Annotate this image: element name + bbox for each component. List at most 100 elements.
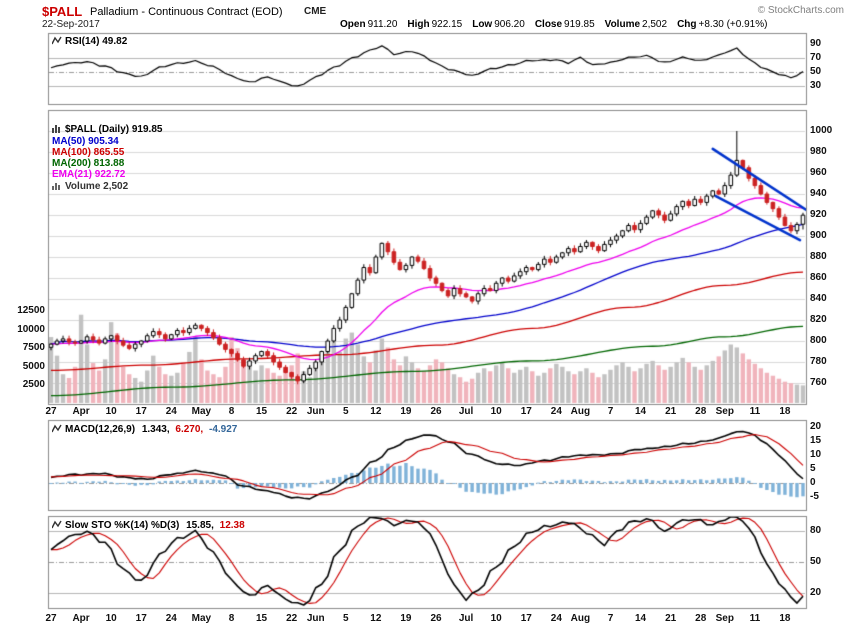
price-axis-label: 900 [810,230,827,241]
price-axis-label: 760 [810,377,827,388]
x-axis-label: 8 [228,613,235,624]
x-axis-label: Aug [570,613,591,624]
price-axis-label: 860 [810,272,827,283]
rsi-axis-label: 30 [810,80,822,91]
volume-axis-label: 7500 [22,342,45,354]
x-axis-label: Jul [458,613,474,624]
macd-axis-label: 20 [810,421,822,432]
x-axis-label: 5 [343,613,349,624]
legend-ma100: MA(100) 865.55 [52,147,125,158]
x-axis-label: Jul [458,406,474,417]
sto-value-d: 12.38 [219,520,245,531]
x-axis-label: 18 [779,406,791,417]
x-axis-label: 12 [370,613,382,624]
quote-low: Low 906.20 [472,19,525,30]
symbol: $PALL [42,4,83,19]
x-axis-label: 12 [370,406,382,417]
x-axis-label: Aug [570,406,591,417]
sto-axis-label: 20 [810,587,822,598]
volume-axis-label: 5000 [22,360,45,372]
x-axis-label: 24 [550,406,562,417]
price-axis-label: 820 [810,314,827,325]
x-axis-label: Jun [306,613,325,624]
rsi-axis-label: 50 [810,66,822,77]
quote-change: Chg +8.30 (+0.91%) [677,19,768,30]
x-axis-label: 5 [343,406,349,417]
price-axis-label: 920 [810,209,827,220]
macd-value-line: 1.343, [141,424,170,435]
x-axis-label: May [191,613,212,624]
exchange: CME [304,6,327,17]
x-axis-label: 22 [286,613,298,624]
macd-value-hist: -4.927 [209,424,238,435]
x-axis-label: 11 [749,406,761,417]
x-axis-label: 18 [779,613,791,624]
x-axis-label: 21 [665,613,677,624]
indicator-icon [51,424,62,436]
x-axis-label: 7 [607,613,614,624]
macd-axis-label: 0 [810,477,816,488]
x-axis-label: 19 [400,613,412,624]
x-axis-label: 17 [520,406,532,417]
macd-label: MACD(12,26,9) 1.343, 6.270, -4.927 [51,424,238,436]
rsi-label: RSI(14) 49.82 [51,36,127,48]
x-axis-label: Apr [72,613,90,624]
x-axis-label: Apr [72,406,90,417]
x-axis-label: 10 [105,613,117,624]
x-axis-label: 24 [165,406,177,417]
macd-axis-label: 5 [810,463,816,474]
price-axis-label: 980 [810,146,827,157]
legend-ma50: MA(50) 905.34 [52,136,119,147]
x-axis-label: May [191,406,212,417]
x-axis-label: 22 [286,406,298,417]
x-axis-label: 21 [665,406,677,417]
quote-open: Open 911.20 [340,19,398,30]
x-axis-label: 19 [400,406,412,417]
macd-axis-label: 15 [810,435,822,446]
histogram-icon [52,181,62,193]
quote-close: Close 919.85 [534,19,595,30]
quote-high: High 922.15 [407,19,463,30]
x-axis-label: 14 [635,406,647,417]
x-axis-label: 24 [550,613,562,624]
x-axis-label: 26 [430,613,442,624]
rsi-axis-label: 90 [810,38,822,49]
quote-date: 22-Sep-2017 [42,19,100,30]
legend-volume: Volume 2,502 [52,181,128,193]
x-axis-label: Sep [715,613,734,624]
x-axis-label: 15 [256,406,268,417]
volume-axis-label: 2500 [22,379,45,391]
sto-axis-label: 80 [810,525,822,536]
volume-axis-label: 10000 [17,323,45,335]
x-axis-label: 17 [520,613,532,624]
price-axis-label: 1000 [810,125,833,136]
x-axis-label: 28 [695,406,707,417]
legend-ma200: MA(200) 813.88 [52,158,125,169]
rsi-axis-label: 70 [810,52,822,63]
indicator-icon [51,36,62,48]
x-axis-label: 10 [490,613,502,624]
price-axis-label: 880 [810,251,827,262]
legend-main: $PALL (Daily) 919.85 [52,124,162,136]
price-axis-label: 940 [810,188,827,199]
x-axis-label: Sep [715,406,734,417]
x-axis-label: 17 [135,613,147,624]
macd-axis-label: 10 [810,449,822,460]
x-axis-label: 27 [45,406,57,417]
macd-value-signal: 6.270, [175,424,204,435]
x-axis-label: 8 [228,406,235,417]
x-axis-label: 14 [635,613,647,624]
price-axis-label: 840 [810,293,827,304]
x-axis-label: 11 [749,613,761,624]
x-axis-label: 15 [256,613,268,624]
sto-value-k: 15.85, [186,520,214,531]
histogram-icon [52,124,62,136]
price-axis-label: 960 [810,167,827,178]
volume-axis-label: 12500 [17,305,45,316]
x-axis-label: 24 [165,613,177,624]
x-axis-label: Jun [306,406,325,417]
x-axis-label: 7 [607,406,614,417]
sto-label: Slow STO %K(14) %D(3) 15.85, 12.38 [51,520,245,532]
